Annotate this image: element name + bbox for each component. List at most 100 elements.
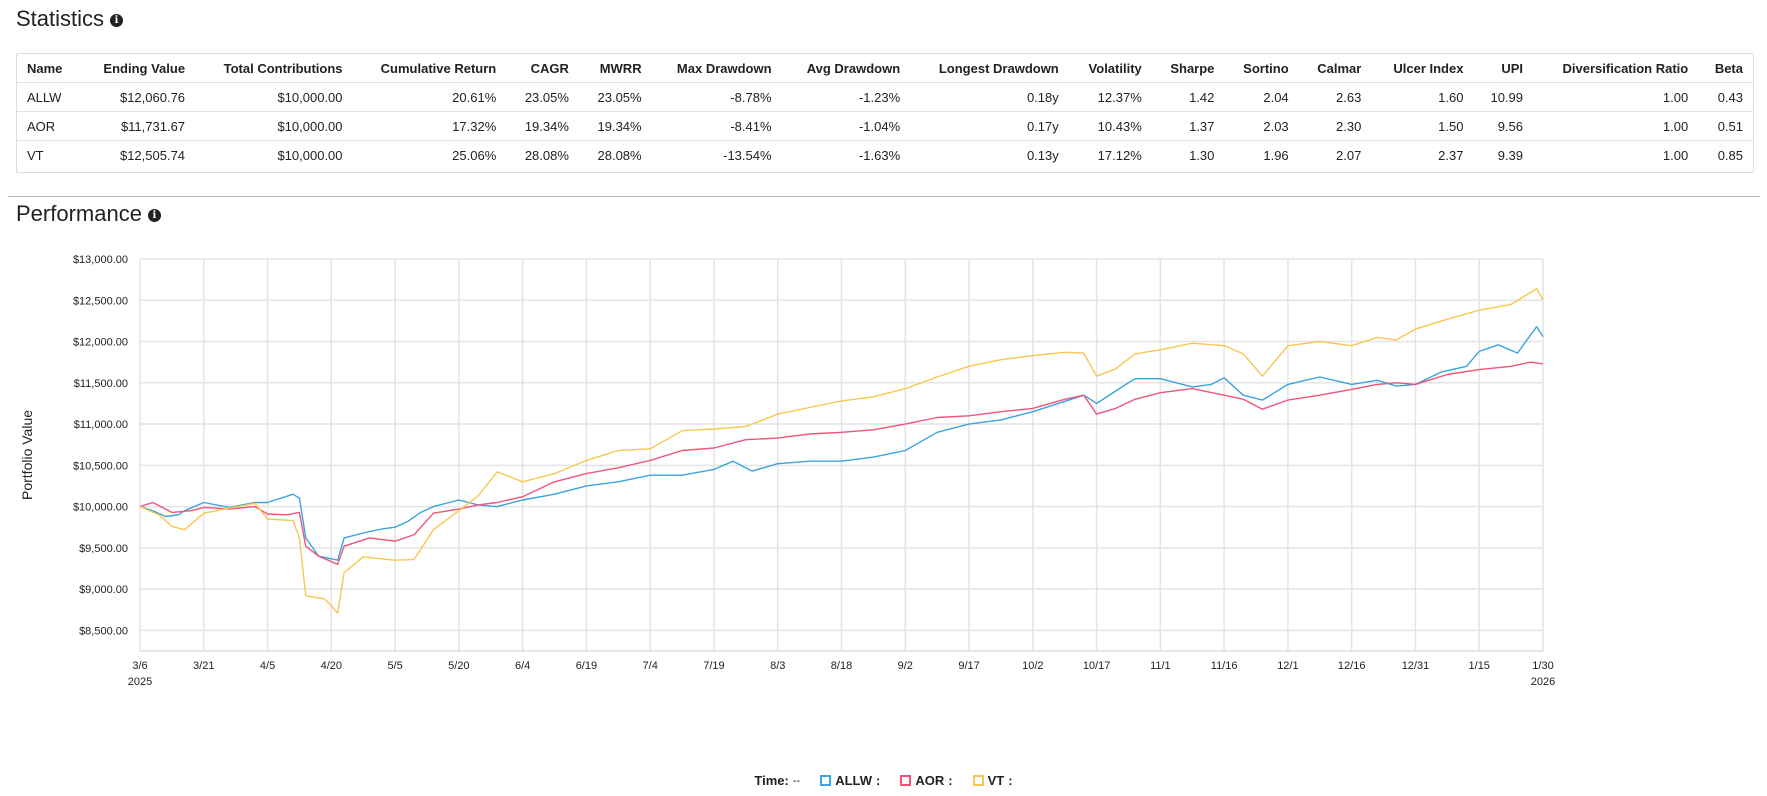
x-tick-label: 6/19 [576,660,597,672]
x-tick-label: 3/6 [132,660,147,672]
column-header[interactable]: Cumulative Return [380,60,497,76]
table-cell: 19.34% [578,111,652,141]
table-cell: 1.00 [1533,140,1699,169]
table-cell: 0.85 [1698,140,1753,169]
column-header[interactable]: Longest Drawdown [938,60,1059,76]
table-cell: 17.32% [352,111,507,141]
x-tick-label: 9/17 [958,660,979,672]
table-cell: 0.18y [910,82,1069,112]
table-row: AOR $11,731.67 $10,000.00 17.32% 19.34% 19.34… [17,111,1753,141]
column-header[interactable]: Name [27,60,63,76]
table-cell: $10,000.00 [195,111,353,141]
table-cell: 1.00 [1533,111,1699,141]
column-header[interactable]: Max Drawdown [676,60,772,76]
table-cell: 23.05% [506,82,579,112]
statistics-body: ALLW $12,060.76 $10,000.00 20.61% 23.05% 23.0… [17,82,1753,169]
legend-swatch-aor [900,775,912,786]
series-line-vt [139,288,1544,614]
x-tick-label: 6/4 [515,660,530,672]
column-header[interactable]: Avg Drawdown [806,60,901,76]
statistics-table: Name Ending Value Total Contributions Cumul… [17,54,1753,169]
table-cell: 19.34% [506,111,579,141]
performance-title: Performance i [16,201,161,227]
column-header[interactable]: Sortino [1243,60,1289,76]
column-header[interactable]: Ending Value [103,60,186,76]
column-header[interactable]: Total Contributions [223,60,343,76]
table-cell: 9.56 [1473,111,1534,141]
table-cell: 2.07 [1298,140,1372,169]
x-tick-label: 1/30 [1532,660,1553,672]
table-cell: 10.43% [1068,111,1152,141]
column-header[interactable]: UPI [1501,60,1524,76]
table-cell: 12.37% [1068,82,1152,112]
table-cell: 1.60 [1371,82,1474,112]
info-icon[interactable]: i [110,14,124,27]
table-cell: 20.61% [352,82,507,112]
table-cell: 1.96 [1224,140,1299,169]
x-tick-label: 4/20 [321,660,342,672]
table-cell: 0.17y [910,111,1069,141]
x-tick-label: 4/5 [260,660,275,672]
x-tick-label: 1/15 [1469,660,1490,672]
table-row: VT $12,505.74 $10,000.00 25.06% 28.08% 28.08%… [17,140,1753,169]
column-header[interactable]: MWRR [599,60,642,76]
table-cell: $10,000.00 [195,82,353,112]
x-tick-label: 12/31 [1402,660,1430,672]
column-header[interactable]: Diversification Ratio [1562,60,1689,76]
column-header[interactable]: Ulcer Index [1393,60,1464,76]
x-tick-label: 8/3 [770,660,785,672]
series-line-aor [139,361,1544,565]
statistics-title: Statistics i [16,6,124,32]
table-cell: 2.37 [1371,140,1474,169]
table-cell: -13.54% [651,140,782,169]
table-cell: 28.08% [578,140,652,169]
column-header[interactable]: Volatility [1088,60,1142,76]
table-cell: -8.41% [651,111,782,141]
x-tick-label: 11/1 [1150,660,1171,672]
x-tick-label: 5/5 [387,660,402,672]
x-tick-label: 7/19 [703,660,724,672]
legend-time-value: -- [792,774,801,787]
x-year-label: 2025 [128,676,152,688]
table-cell: 28.08% [506,140,579,169]
table-cell: $12,060.76 [79,82,196,112]
performance-chart[interactable]: $13,000.00 $12,500.00 $12,000.00 $11,500.00… [0,255,1767,770]
legend-label-aor: AOR [915,773,945,788]
table-cell: -1.23% [781,82,911,112]
legend-time-label: Time: [754,773,789,788]
table-cell: 2.03 [1224,111,1299,141]
legend-swatch-vt [972,775,984,786]
y-tick-label: $11,500.00 [74,378,128,390]
table-cell: $11,731.67 [79,111,196,141]
column-header[interactable]: Sharpe [1170,60,1215,76]
column-header[interactable]: Calmar [1317,60,1362,76]
table-cell: 10.99 [1473,82,1534,112]
column-header[interactable]: Beta [1714,60,1743,76]
legend-item-allw[interactable]: ALLW: [820,773,880,788]
table-cell: $10,000.00 [195,140,353,169]
x-tick-label: 8/18 [831,660,852,672]
y-tick-label: $10,000.00 [73,502,128,514]
table-cell: 2.04 [1224,82,1299,112]
x-tick-label: 5/20 [448,660,469,672]
table-cell: 0.13y [910,140,1069,169]
legend-item-aor[interactable]: AOR: [900,773,953,788]
x-tick-label: 11/16 [1211,660,1238,672]
table-cell: AOR [17,111,80,141]
table-cell: 1.30 [1151,140,1225,169]
table-cell: 9.39 [1473,140,1534,169]
legend-label-vt: VT [987,773,1005,788]
table-cell: 1.50 [1371,111,1474,141]
info-icon[interactable]: i [147,209,161,222]
y-axis-label: Portfolio Value [19,410,35,500]
x-tick-label: 12/16 [1338,660,1366,672]
legend-item-vt[interactable]: VT: [972,773,1013,788]
x-tick-label: 7/4 [643,660,658,672]
chart-legend: Time: -- ALLW: AOR: VT: [0,773,1767,788]
column-header[interactable]: CAGR [530,60,569,76]
table-cell: 2.30 [1298,111,1372,141]
table-cell: -1.04% [781,111,911,141]
y-tick-label: $10,500.00 [73,460,128,472]
table-cell: ALLW [17,82,80,112]
x-tick-label: 10/17 [1083,660,1111,672]
